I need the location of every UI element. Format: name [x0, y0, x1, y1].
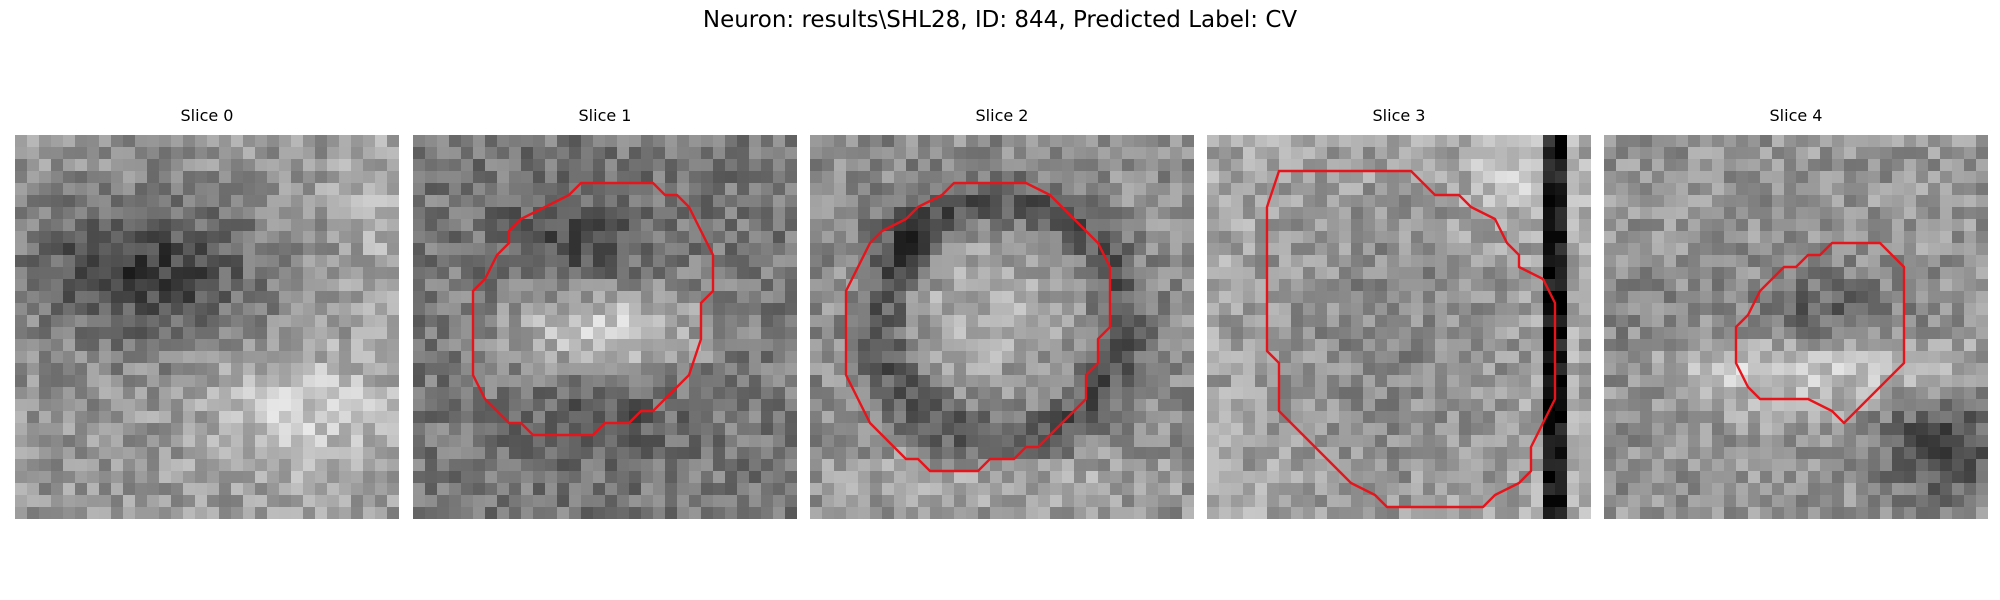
slice-title-3: Slice 3	[1372, 106, 1426, 125]
segmentation-contour	[1265, 169, 1557, 509]
segmentation-contour	[1734, 241, 1906, 425]
segmentation-contour	[844, 181, 1112, 473]
slice-title-1: Slice 1	[578, 106, 632, 125]
slice-image-2	[810, 135, 1194, 519]
slice-image-4	[1604, 135, 1988, 519]
slice-title-2: Slice 2	[975, 106, 1029, 125]
slice-title-4: Slice 4	[1769, 106, 1823, 125]
figure-title: Neuron: results\SHL28, ID: 844, Predicte…	[702, 7, 1298, 33]
slice-image-3	[1207, 135, 1591, 519]
slice-image-1	[413, 135, 797, 519]
slice-image-0	[15, 135, 399, 519]
segmentation-contour	[471, 181, 715, 437]
slice-title-0: Slice 0	[180, 106, 234, 125]
